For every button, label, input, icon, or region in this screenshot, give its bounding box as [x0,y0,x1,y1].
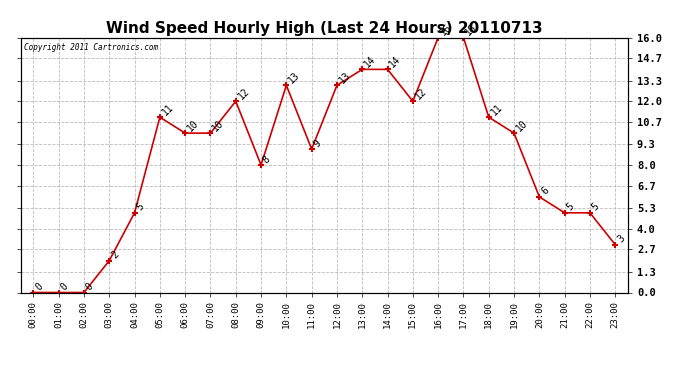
Text: 11: 11 [489,102,504,117]
Text: 16: 16 [464,22,479,38]
Text: 5: 5 [590,202,601,213]
Text: 10: 10 [210,118,226,133]
Text: 0: 0 [59,281,70,292]
Text: 0: 0 [84,281,95,292]
Text: 14: 14 [362,54,377,69]
Text: 6: 6 [540,186,551,197]
Text: 13: 13 [286,70,302,86]
Text: 12: 12 [413,86,428,101]
Text: 5: 5 [564,202,576,213]
Title: Wind Speed Hourly High (Last 24 Hours) 20110713: Wind Speed Hourly High (Last 24 Hours) 2… [106,21,542,36]
Text: 10: 10 [185,118,201,133]
Text: 13: 13 [337,70,353,86]
Text: 0: 0 [33,281,45,292]
Text: 5: 5 [135,202,146,213]
Text: 16: 16 [438,22,453,38]
Text: 11: 11 [160,102,175,117]
Text: Copyright 2011 Cartronics.com: Copyright 2011 Cartronics.com [23,43,158,52]
Text: 9: 9 [312,138,323,149]
Text: 8: 8 [261,154,273,165]
Text: 12: 12 [236,86,251,101]
Text: 2: 2 [109,249,121,261]
Text: 3: 3 [615,234,627,245]
Text: 10: 10 [514,118,529,133]
Text: 14: 14 [388,54,403,69]
